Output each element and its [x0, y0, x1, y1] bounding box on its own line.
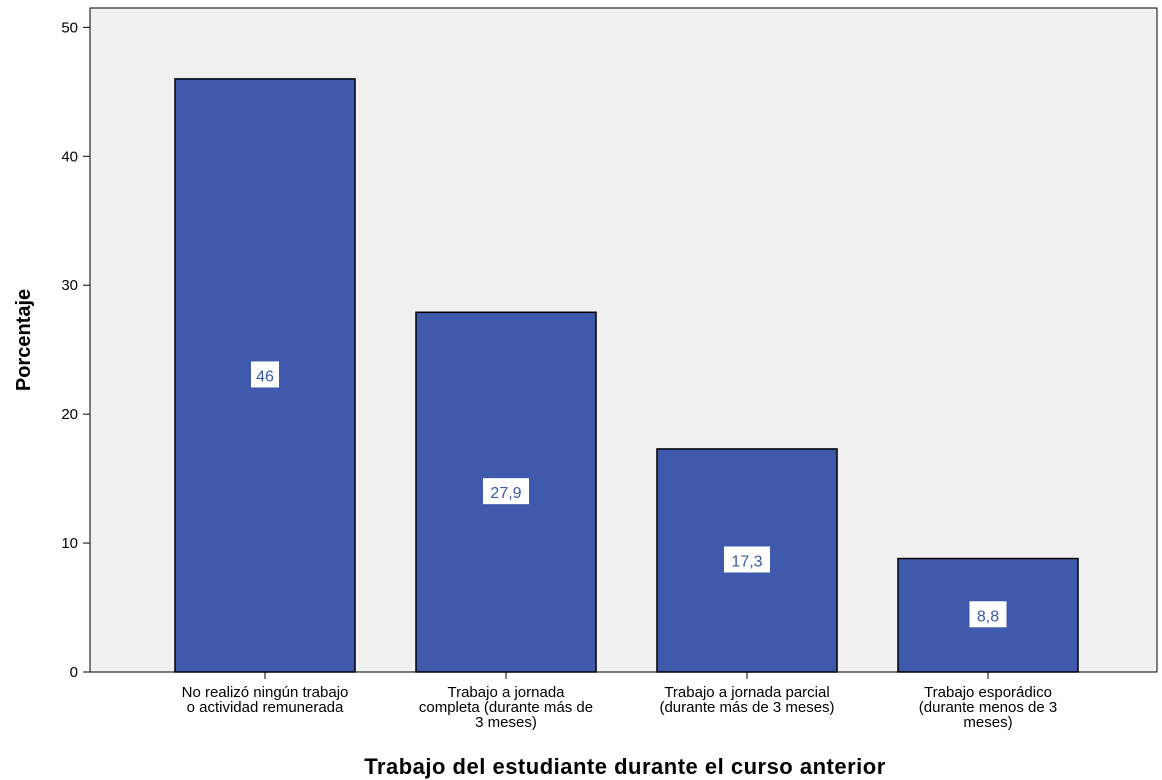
x-tick-label: Trabajo esporádico (durante menos de 3 mes… [919, 684, 1057, 731]
data-label-box [483, 478, 529, 505]
data-label: 8,8 [977, 608, 999, 625]
data-labels-layer: 46 27,9 17,3 8,8 [251, 361, 1007, 628]
y-axis-title: Porcentaje [13, 289, 35, 391]
data-label: 17,3 [731, 553, 762, 570]
x-tick-label: Trabajo a jornada completa (durante más d… [419, 684, 593, 731]
data-label-box [724, 546, 770, 573]
data-label: 27,9 [490, 485, 521, 502]
y-tick-label: 10 [61, 535, 78, 552]
y-tick-label: 20 [61, 406, 78, 423]
data-label-box [969, 601, 1007, 628]
y-tick-label: 30 [61, 277, 78, 294]
x-tick-label: No realizó ningún trabajo o actividad rem… [182, 684, 349, 716]
y-tick-label: 40 [61, 148, 78, 165]
x-axis: No realizó ningún trabajo o actividad rem… [90, 671, 1157, 731]
data-label: 46 [256, 368, 274, 385]
y-tick-label: 50 [61, 19, 78, 36]
y-axis: 0 10 20 30 40 50 [61, 8, 91, 681]
x-axis-title: Trabajo del estudiante durante el curso … [364, 754, 886, 779]
y-tick-label: 0 [70, 664, 78, 681]
x-tick-label: Trabajo a jornada parcial (durante más de… [659, 684, 834, 716]
data-label-box [251, 361, 279, 388]
